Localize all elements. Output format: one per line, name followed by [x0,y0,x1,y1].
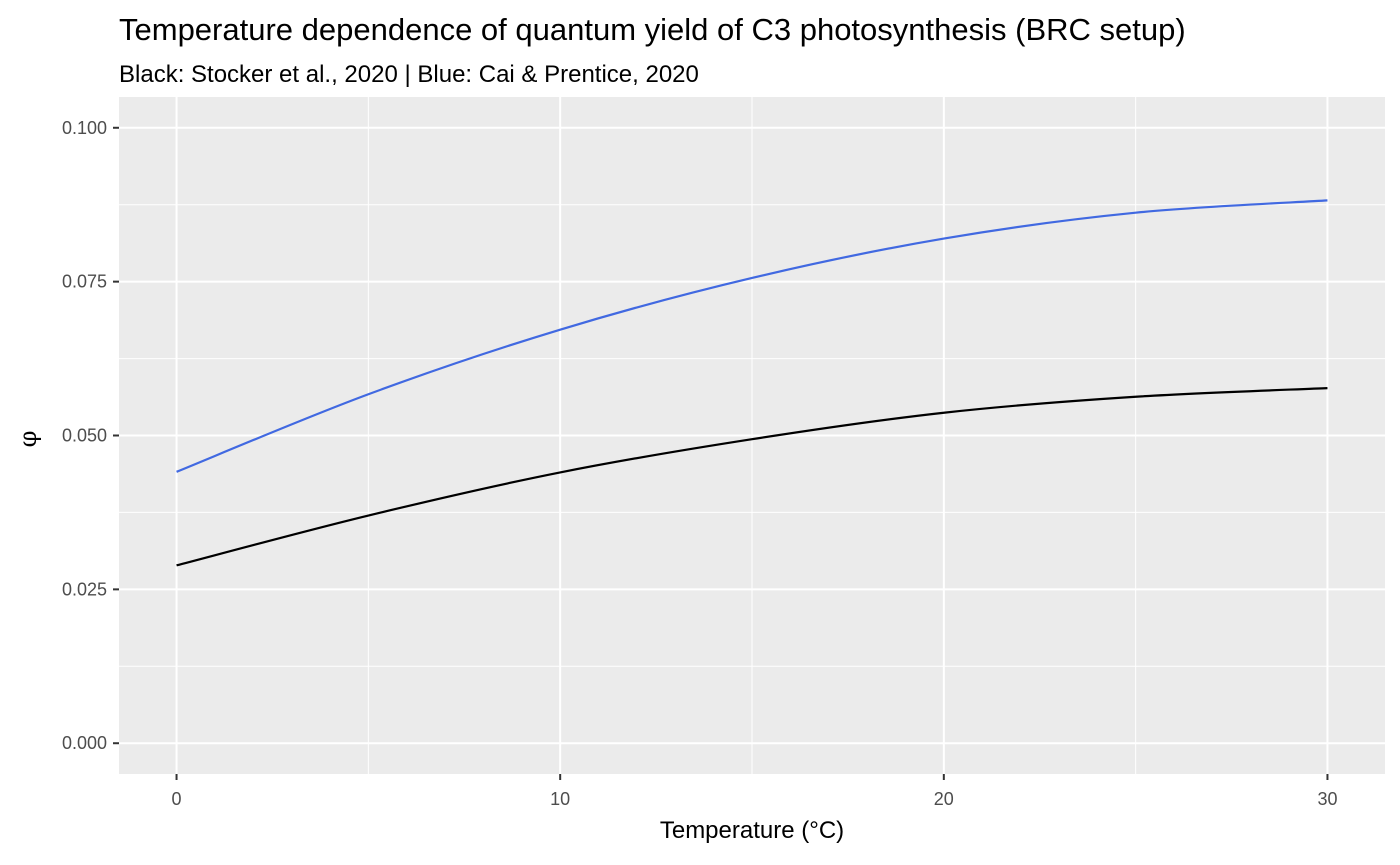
y-tick-label: 0.075 [62,272,107,292]
series-line-2 [176,387,1328,567]
chart-title: Temperature dependence of quantum yield … [119,12,1186,47]
x-axis-title: Temperature (°C) [660,817,844,844]
chart-subtitle: Black: Stocker et al., 2020 | Blue: Cai … [119,61,699,88]
major-gridlines [119,97,1385,774]
series-layer [176,199,1328,567]
x-axis: 0 10 20 30 [172,774,1337,809]
x-tick-label: 30 [1317,789,1337,809]
x-tick-label: 20 [934,789,954,809]
y-axis-title: φ [14,431,42,448]
y-tick-label: 0.100 [62,118,107,138]
y-tick-label: 0.050 [62,426,107,446]
y-axis: 0.000 0.025 0.050 0.075 0.100 [62,118,119,753]
y-tick-label: 0.025 [62,579,107,599]
y-tick-label: 0.000 [62,733,107,753]
x-tick-label: 10 [550,789,570,809]
series-line-1 [176,199,1328,473]
x-tick-label: 0 [172,789,182,809]
